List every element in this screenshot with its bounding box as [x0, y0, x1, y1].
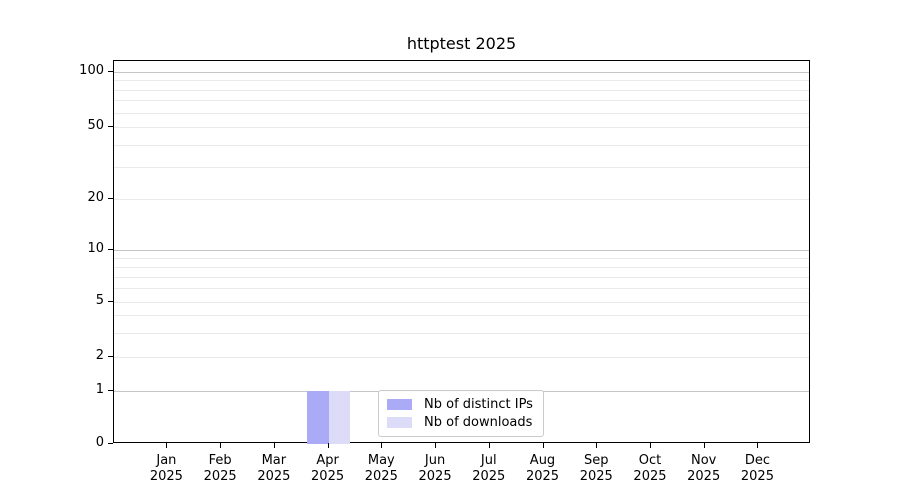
x-tick — [542, 443, 544, 448]
x-tick-month: Sep — [583, 453, 609, 468]
x-tick-label: Feb 2025 — [180, 453, 260, 485]
x-tick-label: Jan 2025 — [126, 453, 206, 485]
x-tick-year: 2025 — [687, 469, 721, 484]
x-tick — [596, 443, 598, 448]
bar-downloads — [328, 391, 351, 444]
legend-swatch-downloads — [387, 417, 412, 428]
y-tick-label: 1 — [95, 382, 104, 397]
y-gridline-minor — [114, 276, 809, 278]
x-tick-month: Jul — [480, 453, 497, 468]
x-tick-label: Nov 2025 — [664, 453, 744, 485]
y-gridline-minor — [114, 315, 809, 317]
x-tick — [381, 443, 383, 448]
y-gridline-minor — [114, 89, 809, 91]
y-tick — [108, 356, 113, 357]
y-gridline-minor — [114, 80, 809, 82]
x-tick-label: Aug 2025 — [503, 453, 583, 485]
x-tick-label: Oct 2025 — [610, 453, 690, 485]
x-tick-label: Sep 2025 — [556, 453, 636, 485]
y-gridline-minor — [114, 257, 809, 259]
x-tick-label: Apr 2025 — [288, 453, 368, 485]
y-gridline-minor — [114, 302, 809, 303]
legend-item-distinct-ips: Nb of distinct IPs — [387, 397, 533, 412]
y-gridline-minor — [114, 357, 809, 358]
x-tick — [327, 443, 329, 448]
y-gridline-major — [114, 250, 809, 251]
y-tick — [108, 126, 113, 127]
x-tick-year: 2025 — [472, 469, 506, 484]
y-tick — [108, 71, 113, 72]
y-tick-label: 10 — [87, 241, 104, 256]
y-gridline-minor — [114, 112, 809, 114]
chart-title: httptest 2025 — [406, 34, 517, 53]
x-tick — [273, 443, 275, 448]
x-tick-label: Jun 2025 — [395, 453, 475, 485]
y-tick — [108, 301, 113, 302]
x-tick-year: 2025 — [203, 469, 237, 484]
x-tick — [488, 443, 490, 448]
y-gridline-major — [114, 72, 809, 73]
plot-area — [113, 60, 810, 444]
x-tick — [703, 443, 705, 448]
x-tick-year: 2025 — [257, 469, 291, 484]
y-gridline-minor — [114, 144, 809, 146]
x-tick-month: Dec — [744, 453, 770, 468]
x-tick-month: Aug — [529, 453, 556, 468]
x-tick-month: Feb — [208, 453, 232, 468]
legend-label-downloads: Nb of downloads — [424, 415, 533, 430]
x-tick — [435, 443, 437, 448]
y-tick — [108, 390, 113, 391]
x-tick-month: Oct — [638, 453, 662, 468]
x-tick — [166, 443, 168, 448]
legend-item-downloads: Nb of downloads — [387, 415, 533, 430]
y-tick-label: 5 — [95, 293, 104, 308]
y-gridline-minor — [114, 127, 809, 128]
y-tick — [108, 443, 113, 444]
x-tick-year: 2025 — [740, 469, 774, 484]
x-tick — [220, 443, 222, 448]
y-gridline-minor — [114, 100, 809, 102]
x-tick-month: Mar — [261, 453, 287, 468]
legend-label-distinct-ips: Nb of distinct IPs — [424, 397, 533, 412]
y-tick-label: 0 — [95, 435, 104, 450]
x-tick-label: Mar 2025 — [234, 453, 314, 485]
x-tick-month: May — [367, 453, 395, 468]
x-tick-year: 2025 — [633, 469, 667, 484]
legend-swatch-distinct-ips — [387, 399, 412, 410]
y-tick-label: 50 — [87, 118, 104, 133]
x-tick-year: 2025 — [525, 469, 560, 484]
bar-distinct-ips — [307, 391, 329, 444]
x-tick-month: Nov — [691, 453, 717, 468]
x-tick-year: 2025 — [149, 469, 183, 484]
y-gridline-minor — [114, 167, 809, 169]
x-tick-year: 2025 — [418, 469, 452, 484]
y-gridline-minor — [114, 332, 809, 334]
y-gridline-minor — [114, 288, 809, 290]
x-tick-label: May 2025 — [341, 453, 421, 485]
x-tick-month: Jun — [424, 453, 446, 468]
y-tick — [108, 198, 113, 199]
y-tick-label: 20 — [87, 190, 104, 205]
x-tick — [649, 443, 651, 448]
y-tick-label: 2 — [95, 348, 104, 363]
x-tick — [757, 443, 759, 448]
x-tick-label: Jul 2025 — [449, 453, 529, 485]
x-tick-year: 2025 — [579, 469, 613, 484]
y-gridline-minor — [114, 266, 809, 268]
x-tick-year: 2025 — [311, 469, 345, 484]
y-gridline-minor — [114, 199, 809, 200]
x-tick-month: Apr — [316, 453, 339, 468]
y-tick-label: 100 — [79, 63, 104, 78]
legend: Nb of distinct IPs Nb of downloads — [378, 390, 544, 437]
y-tick — [108, 249, 113, 250]
x-tick-year: 2025 — [364, 469, 398, 484]
x-tick-label: Dec 2025 — [717, 453, 797, 485]
x-tick-month: Jan — [156, 453, 177, 468]
